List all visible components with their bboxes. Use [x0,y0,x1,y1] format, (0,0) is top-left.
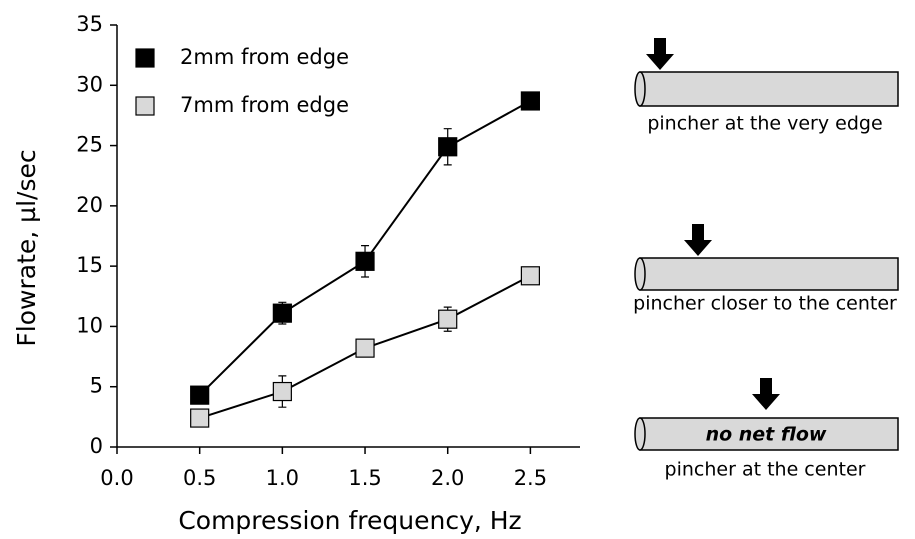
marker [355,338,375,358]
tube-panel: no net flow pincher at the center [634,378,899,481]
x-axis-label: Compression frequency, Hz [178,506,521,535]
marker [190,408,210,428]
pincher-arrow [752,378,780,410]
y-tick-label: 15 [76,253,103,277]
y-tick-label: 35 [76,12,103,36]
marker [520,266,540,286]
marker [190,385,210,405]
legend-label: 2mm from edge [180,45,349,69]
marker [520,91,540,111]
legend-marker [135,48,155,68]
tube [639,257,899,291]
x-tick-label: 0.0 [100,466,133,490]
y-tick-label: 20 [76,193,103,217]
tube [639,71,899,107]
pincher-arrow [684,224,712,256]
tube-end [634,257,646,291]
caption: pincher at the very edge [647,113,882,135]
tube-end [634,417,646,451]
x-tick-label: 2.0 [431,466,464,490]
y-tick-label: 10 [76,313,103,337]
tube-panel: pincher at the very edge [634,38,899,135]
y-tick-label: 5 [90,374,103,398]
x-tick-label: 0.5 [183,466,216,490]
y-tick-label: 0 [90,434,103,458]
marker [272,381,292,402]
inner-label: no net flow [706,424,827,446]
marker [272,303,292,323]
caption: pincher at the center [665,459,866,481]
tube-panel: pincher closer to the center [633,224,899,315]
tube-end [634,71,646,107]
y-tick-label: 25 [76,133,103,157]
legend-marker [135,96,155,116]
x-tick-label: 1.5 [348,466,381,490]
marker [438,309,458,329]
pincher-arrow [646,38,674,70]
marker [438,137,458,157]
legend-label: 7mm from edge [180,93,349,117]
x-tick-label: 2.5 [514,466,547,490]
marker [355,251,375,271]
x-tick-label: 1.0 [266,466,299,490]
y-tick-label: 30 [76,72,103,96]
y-axis-label: Flowrate, µl/sec [12,149,41,346]
caption: pincher closer to the center [633,293,897,315]
